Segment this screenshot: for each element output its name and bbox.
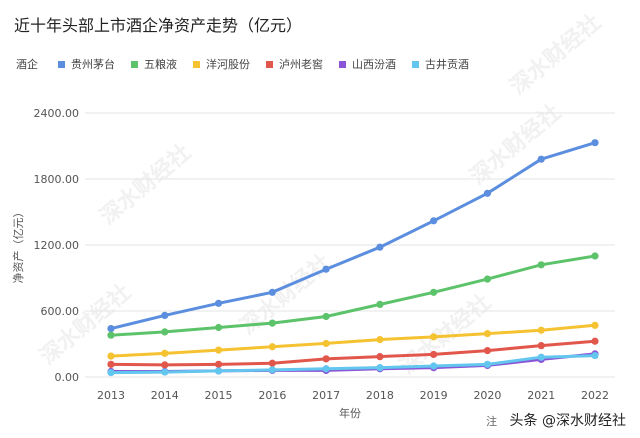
data-point xyxy=(214,367,223,375)
data-point xyxy=(107,325,115,333)
x-tick-label: 2018 xyxy=(366,389,394,402)
legend-swatch xyxy=(266,60,273,68)
y-tick-label: 600.00 xyxy=(41,305,80,318)
chart-legend: 酒企 贵州茅台 五粮液 洋河股份 泸州老窖 山西汾酒 古井贡酒 xyxy=(16,56,485,72)
legend-item-label: 古井贡酒 xyxy=(425,58,469,71)
legend-swatch xyxy=(339,60,346,68)
data-point xyxy=(537,261,545,269)
series-line-1 xyxy=(109,254,597,337)
data-point xyxy=(214,346,223,354)
data-point xyxy=(161,368,169,376)
x-tick-label: 2016 xyxy=(258,389,286,402)
x-tick-label: 2015 xyxy=(205,389,233,402)
data-point xyxy=(537,155,545,163)
data-point xyxy=(268,319,276,327)
x-tick-label: 2021 xyxy=(527,389,555,402)
data-point xyxy=(161,311,169,319)
legend-item-label: 山西汾酒 xyxy=(352,58,396,71)
data-point xyxy=(214,323,223,332)
data-point xyxy=(537,342,545,350)
data-point xyxy=(376,364,384,372)
data-point xyxy=(430,350,438,359)
legend-swatch xyxy=(193,60,200,68)
legend-item-label: 五粮液 xyxy=(144,58,177,71)
y-tick-label: 1200.00 xyxy=(34,239,80,252)
footer-source: 头条 @深水财经社 xyxy=(509,413,626,429)
x-tick-label: 2017 xyxy=(312,389,340,402)
data-point xyxy=(161,349,169,357)
data-point xyxy=(537,353,545,361)
data-point xyxy=(161,328,169,336)
legend-item-label: 洋河股份 xyxy=(206,58,250,71)
data-point xyxy=(214,299,223,307)
data-point xyxy=(591,337,599,345)
data-point xyxy=(268,343,276,351)
data-point xyxy=(537,326,545,334)
x-axis-label: 年份 xyxy=(339,406,361,420)
legend-label: 酒企 xyxy=(16,58,38,71)
data-point xyxy=(591,351,599,360)
data-point xyxy=(268,366,276,374)
legend-item-4[interactable]: 山西汾酒 xyxy=(339,56,396,72)
chart-title: 近十年头部上市酒企净资产走势（亿元） xyxy=(14,16,303,35)
data-point xyxy=(483,347,492,355)
y-axis-label: 净资产（亿元） xyxy=(11,207,25,284)
data-point xyxy=(107,352,115,360)
watermark-text: 深水财经社 xyxy=(95,139,196,230)
data-point xyxy=(268,288,276,296)
data-point xyxy=(430,362,438,370)
x-tick-label: 2019 xyxy=(420,389,448,402)
series-line-5 xyxy=(109,354,597,375)
data-point xyxy=(322,312,330,321)
data-point xyxy=(483,329,492,338)
series-line-3 xyxy=(109,339,597,367)
data-point xyxy=(322,339,330,348)
data-point xyxy=(322,265,330,273)
data-point xyxy=(322,355,330,363)
data-point xyxy=(376,353,384,361)
data-point xyxy=(430,217,438,225)
data-point xyxy=(483,189,492,197)
data-point xyxy=(107,369,115,377)
data-point xyxy=(107,331,115,339)
series-line-2 xyxy=(109,323,597,358)
data-point xyxy=(107,360,115,368)
data-point xyxy=(268,359,276,367)
x-tick-label: 2022 xyxy=(581,389,609,402)
data-point xyxy=(483,275,492,283)
data-point xyxy=(591,139,599,147)
data-point xyxy=(591,252,599,260)
data-point xyxy=(430,288,438,296)
legend-item-1[interactable]: 五粮液 xyxy=(131,56,177,72)
y-tick-label: 1800.00 xyxy=(34,173,80,186)
data-point xyxy=(322,365,330,373)
footer-note: 注 头条 @深水财经社 xyxy=(486,410,626,430)
watermark-text: 深水财经社 xyxy=(505,9,606,100)
y-tick-label: 2400.00 xyxy=(34,107,80,120)
legend-swatch xyxy=(131,60,138,68)
data-point xyxy=(483,360,492,368)
legend-item-label: 泸州老窖 xyxy=(279,58,323,71)
x-tick-label: 2020 xyxy=(473,389,501,402)
series-line-0 xyxy=(109,141,597,331)
y-tick-label: 0.00 xyxy=(55,371,80,384)
x-tick-label: 2013 xyxy=(97,389,125,402)
data-point xyxy=(161,361,169,369)
legend-item-3[interactable]: 泸州老窖 xyxy=(266,56,323,72)
data-point xyxy=(376,336,384,344)
data-point xyxy=(591,321,599,329)
x-tick-label: 2014 xyxy=(151,389,179,402)
data-point xyxy=(214,360,223,368)
legend-item-label: 贵州茅台 xyxy=(71,58,115,71)
legend-item-0[interactable]: 贵州茅台 xyxy=(58,56,115,72)
legend-item-5[interactable]: 古井贡酒 xyxy=(412,56,469,72)
legend-swatch xyxy=(58,60,65,68)
data-point xyxy=(376,300,384,308)
footer-note-prefix: 注 xyxy=(486,415,498,428)
data-point xyxy=(430,333,438,341)
legend-swatch xyxy=(412,60,419,68)
legend-item-2[interactable]: 洋河股份 xyxy=(193,56,250,72)
data-point xyxy=(376,243,384,251)
